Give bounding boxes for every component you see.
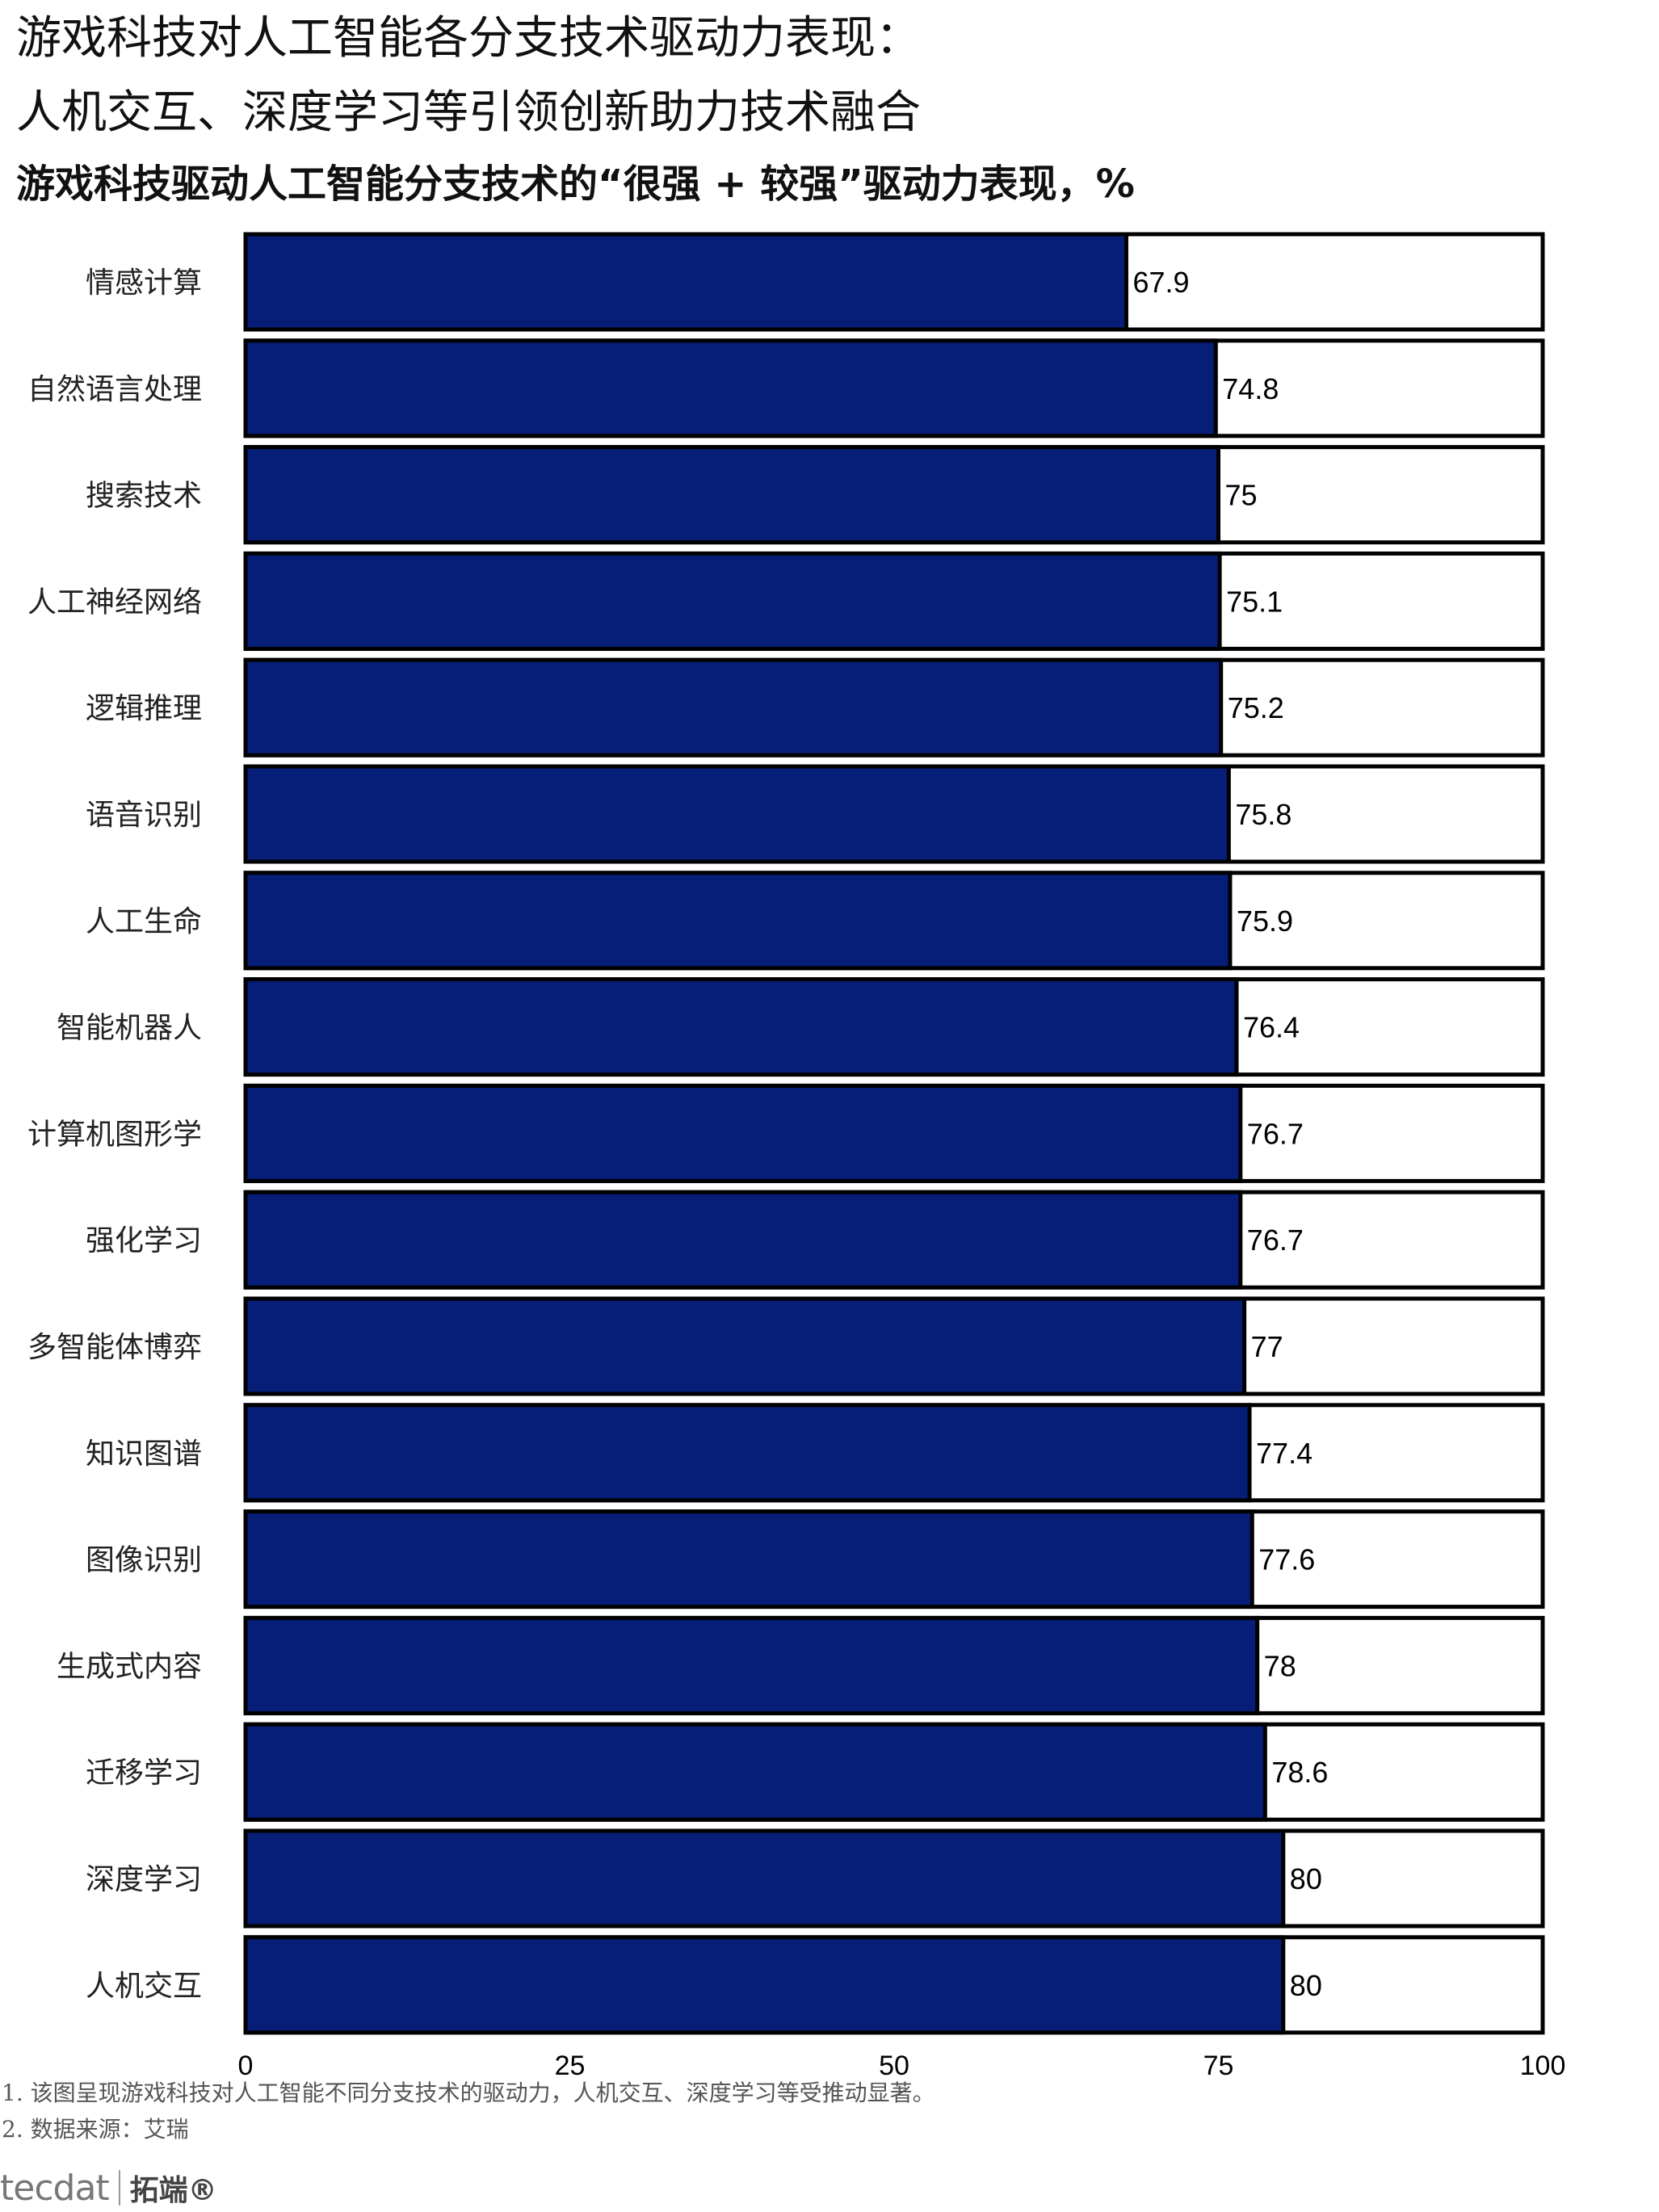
category-label: 计算机图形学 bbox=[27, 1118, 202, 1151]
data-label: 80 bbox=[1290, 1862, 1322, 1895]
brand-logo: tecdat 拓端® bbox=[0, 2164, 217, 2211]
bar bbox=[243, 1615, 1260, 1715]
data-label: 75.8 bbox=[1235, 798, 1292, 831]
bar bbox=[243, 1190, 1243, 1290]
category-label: 深度学习 bbox=[86, 1863, 202, 1896]
bar bbox=[243, 977, 1239, 1077]
category-label: 人工生命 bbox=[86, 905, 202, 938]
data-label: 67.9 bbox=[1132, 266, 1189, 299]
bar-row: 76.7 强化学习 bbox=[86, 1190, 1545, 1290]
category-label: 情感计算 bbox=[86, 267, 202, 300]
category-label: 搜索技术 bbox=[86, 480, 202, 513]
bar bbox=[243, 871, 1233, 971]
bar-row: 77.6 图像识别 bbox=[86, 1509, 1545, 1610]
data-label: 77.4 bbox=[1256, 1437, 1312, 1470]
category-label: 语音识别 bbox=[86, 799, 202, 832]
category-label: 自然语言处理 bbox=[27, 373, 202, 406]
chart-title-line-2: 人机交互、深度学习等引领创新助力技术融合 bbox=[16, 86, 921, 139]
data-label: 75 bbox=[1225, 479, 1258, 512]
data-label: 75.1 bbox=[1226, 585, 1283, 618]
bar-row: 76.7 计算机图形学 bbox=[27, 1083, 1545, 1183]
category-label: 强化学习 bbox=[86, 1224, 202, 1257]
logo-divider bbox=[118, 2170, 120, 2206]
category-label: 迁移学习 bbox=[86, 1757, 202, 1790]
category-label: 知识图谱 bbox=[86, 1438, 202, 1471]
bar-row: 77 多智能体博弈 bbox=[27, 1296, 1545, 1396]
bar bbox=[243, 657, 1224, 758]
bar-row: 74.8 自然语言处理 bbox=[27, 338, 1545, 439]
bar-row: 80 人机交互 bbox=[86, 1935, 1545, 2035]
category-label: 人机交互 bbox=[86, 1970, 202, 2003]
category-label: 多智能体博弈 bbox=[27, 1331, 202, 1364]
bar bbox=[243, 1935, 1286, 2035]
category-label: 人工神经网络 bbox=[27, 586, 202, 619]
bar bbox=[243, 1722, 1267, 1822]
x-tick-label: 100 bbox=[1520, 2050, 1566, 2076]
data-label: 76.4 bbox=[1243, 1011, 1300, 1044]
bar-row: 75.2 逻辑推理 bbox=[86, 657, 1545, 758]
data-label: 77.6 bbox=[1258, 1543, 1315, 1576]
data-label: 76.7 bbox=[1247, 1224, 1304, 1257]
bar-row: 75.1 人工神经网络 bbox=[27, 551, 1545, 651]
data-label: 80 bbox=[1290, 1969, 1322, 2002]
footnote-1: 1. 该图呈现游戏科技对人工智能不同分支技术的驱动力，人机交互、深度学习等受推动… bbox=[2, 2080, 935, 2106]
bar-row: 80 深度学习 bbox=[86, 1828, 1545, 1929]
bar bbox=[243, 1083, 1243, 1183]
bar bbox=[243, 1828, 1286, 1929]
data-label: 78 bbox=[1264, 1649, 1296, 1682]
bar bbox=[243, 1296, 1247, 1396]
bar-row: 75.9 人工生命 bbox=[86, 871, 1545, 971]
data-label: 77 bbox=[1251, 1330, 1283, 1363]
bar-row: 78 生成式内容 bbox=[57, 1615, 1545, 1715]
bar-row: 77.4 知识图谱 bbox=[86, 1403, 1545, 1503]
chart-title: 游戏科技对人工智能各分支技术驱动力表现： bbox=[16, 12, 921, 65]
category-label: 逻辑推理 bbox=[86, 692, 202, 725]
bar-row: 75 搜索技术 bbox=[86, 445, 1545, 545]
bar-row: 78.6 迁移学习 bbox=[86, 1722, 1545, 1822]
bar-chart: 67.9 情感计算 74.8 自然语言处理 75 搜索技术 75.1 人工神经网络 75.2 逻辑… bbox=[27, 232, 1566, 2076]
bar-row: 76.4 智能机器人 bbox=[57, 977, 1545, 1077]
data-label: 75.9 bbox=[1237, 905, 1293, 938]
x-tick-label: 50 bbox=[879, 2050, 909, 2076]
bar bbox=[243, 445, 1220, 545]
data-label: 74.8 bbox=[1222, 372, 1279, 405]
logo-text: 拓端® bbox=[129, 2174, 217, 2207]
category-label: 生成式内容 bbox=[57, 1650, 202, 1683]
bar-row: 67.9 情感计算 bbox=[86, 232, 1545, 332]
x-tick-label: 0 bbox=[238, 2050, 254, 2076]
bar-row: 75.8 语音识别 bbox=[86, 764, 1545, 864]
footnote-2: 2. 数据来源：艾瑞 bbox=[2, 2116, 189, 2143]
data-label: 75.2 bbox=[1228, 691, 1284, 724]
bar bbox=[243, 1509, 1254, 1610]
x-tick-label: 25 bbox=[555, 2050, 586, 2076]
bar bbox=[243, 1403, 1252, 1503]
x-tick-label: 75 bbox=[1203, 2050, 1234, 2076]
data-label: 78.6 bbox=[1271, 1756, 1328, 1789]
category-label: 智能机器人 bbox=[57, 1012, 202, 1045]
data-label: 76.7 bbox=[1247, 1117, 1304, 1150]
bar bbox=[243, 764, 1231, 864]
bar bbox=[243, 232, 1128, 332]
logo-mark: tecdat bbox=[0, 2167, 110, 2209]
bar bbox=[243, 551, 1222, 651]
category-label: 图像识别 bbox=[86, 1544, 202, 1577]
bar bbox=[243, 338, 1218, 439]
chart-subtitle: 游戏科技驱动人工智能分支技术的“很强 + 较强”驱动力表现，% bbox=[16, 162, 1135, 207]
